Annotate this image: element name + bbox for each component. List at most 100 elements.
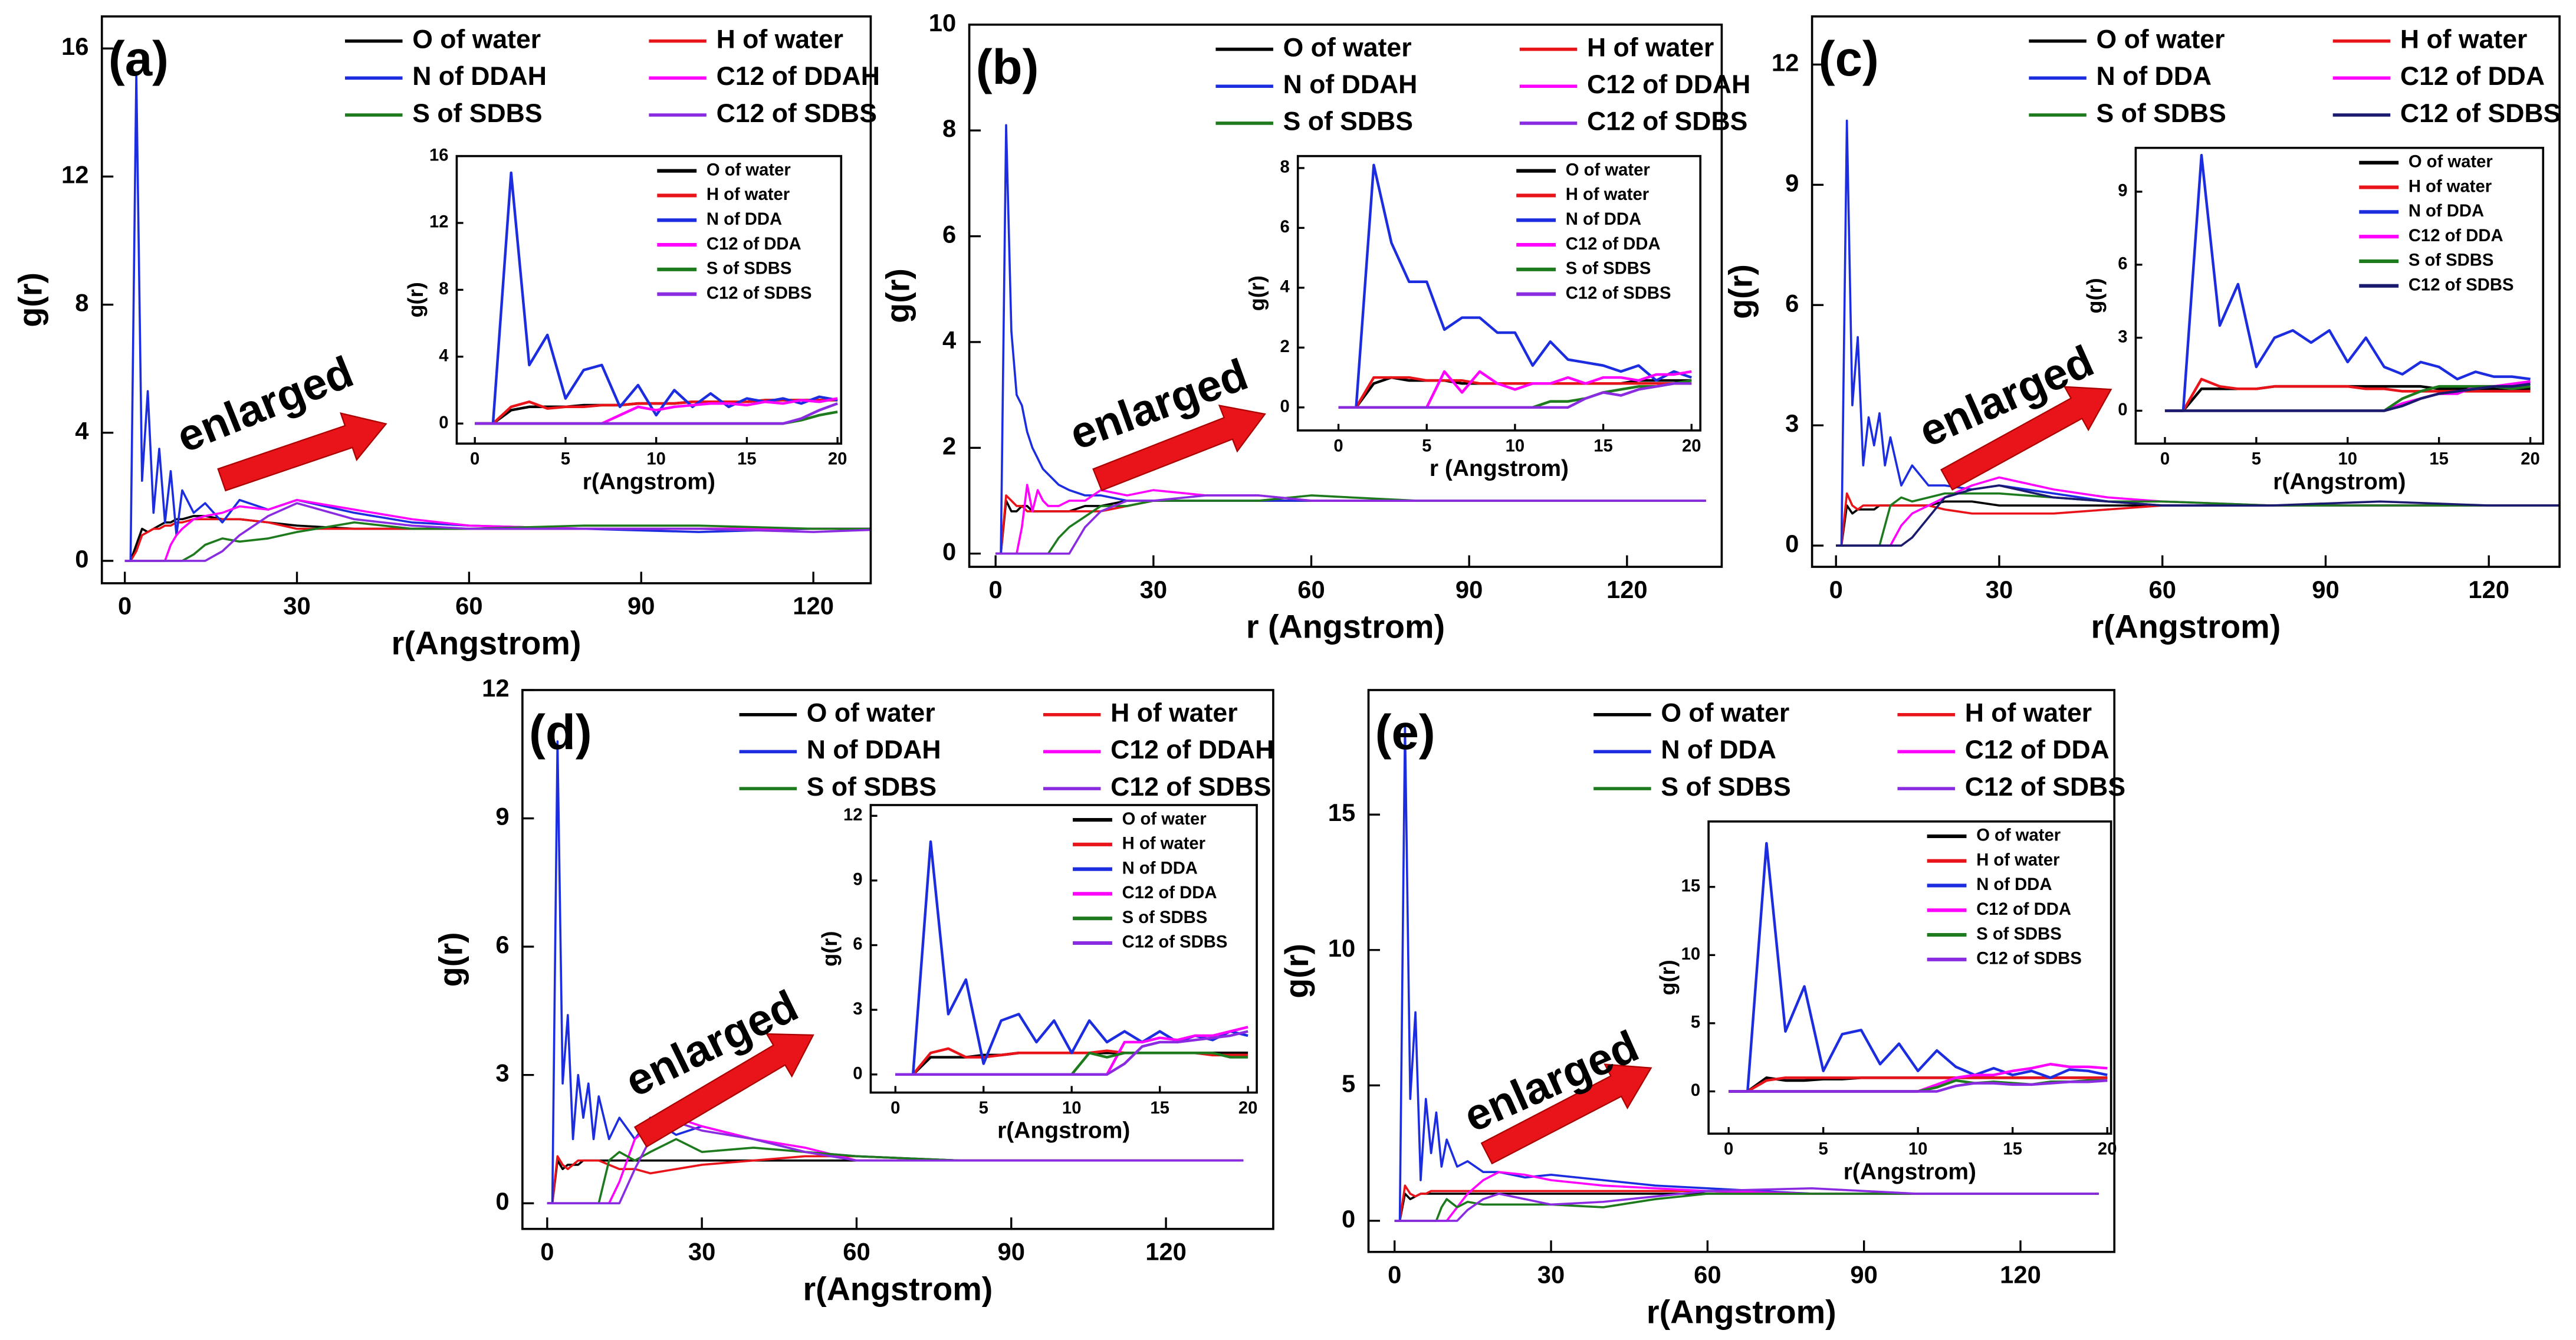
inset-plot: 0 5 10 15 20 0 4 8 12 16 r(Angstrom) g(r) O of water… <box>403 146 847 494</box>
y-axis-label: g(r) <box>879 268 916 323</box>
series-line <box>2164 377 2531 412</box>
series-line <box>475 402 838 425</box>
panel-label: (d) <box>529 704 592 760</box>
legend-label: C12 of SDBS <box>1122 933 1228 952</box>
legend-label: C12 of SDBS <box>717 99 877 128</box>
series-line <box>2164 382 2531 412</box>
legend-label: S of SDBS <box>1122 908 1208 927</box>
plot-frame <box>1811 15 2561 568</box>
legend-label: N of DDAH <box>1283 70 1418 99</box>
legend-label: N of DDA <box>1566 210 1641 229</box>
series-line <box>1729 1079 2108 1093</box>
y-tick-label: 0 <box>439 413 448 432</box>
x-axis-label: r(Angstrom) <box>1844 1159 1976 1184</box>
x-tick-label: 0 <box>470 450 479 469</box>
series-line <box>1729 842 2108 1093</box>
x-tick-label: 15 <box>2429 450 2449 469</box>
x-tick-label: 120 <box>1606 576 1648 603</box>
legend-label: H of water <box>1965 699 2092 728</box>
series-line <box>1394 1187 2099 1222</box>
legend-label: O of water <box>2097 25 2225 54</box>
series-line <box>475 171 838 425</box>
legend-label: C12 of DDA <box>2409 226 2503 245</box>
y-tick-label: 0 <box>1342 1205 1355 1233</box>
legend-label: C12 of DDAH <box>1110 735 1274 764</box>
x-tick-label: 0 <box>540 1238 554 1266</box>
x-axis-label: r(Angstrom) <box>997 1118 1130 1144</box>
series-line <box>547 1121 1244 1204</box>
y-tick-label: 8 <box>1280 158 1290 177</box>
legend-label: S of SDBS <box>1283 107 1413 136</box>
legend-label: H of water <box>1566 185 1649 204</box>
y-tick-label: 0 <box>942 538 956 566</box>
legend-label: H of water <box>2400 25 2527 54</box>
arrow <box>1480 1063 1652 1165</box>
panel-label: (e) <box>1375 704 1435 760</box>
y-tick-label: 10 <box>929 9 956 37</box>
x-tick-label: 30 <box>1140 576 1167 603</box>
y-tick-label: 6 <box>2118 255 2127 274</box>
y-tick-label: 16 <box>429 146 449 165</box>
x-tick-label: 15 <box>737 450 757 469</box>
x-tick-label: 5 <box>1422 436 1431 455</box>
legend-label: H of water <box>717 25 843 54</box>
legend-label: N of DDA <box>707 210 782 229</box>
legend-label: N of DDAH <box>807 735 941 764</box>
legend-label: C12 of DDAH <box>717 62 880 91</box>
plot-background <box>2135 147 2544 444</box>
x-tick-label: 60 <box>843 1238 870 1266</box>
y-tick-label: 10 <box>1681 945 1701 964</box>
plot-frame <box>2134 146 2545 445</box>
x-tick-label: 0 <box>1829 576 1843 603</box>
legend-label: S of SDBS <box>1976 925 2062 944</box>
x-axis-label: r(Angstrom) <box>2273 469 2406 494</box>
series-line <box>1338 376 1692 409</box>
legend-label: O of water <box>707 160 791 179</box>
legend-label: C12 of DDA <box>1965 735 2110 764</box>
legend-label: H of water <box>707 185 790 204</box>
y-tick-label: 12 <box>61 160 88 188</box>
x-axis-label: r (Angstrom) <box>1246 609 1445 645</box>
y-tick-label: 3 <box>495 1059 509 1087</box>
legend-label: H of water <box>1976 850 2059 869</box>
y-tick-label: 2 <box>1280 337 1290 356</box>
series-line <box>1394 724 2099 1222</box>
series-line <box>2164 153 2531 412</box>
series-line <box>895 1030 1248 1076</box>
legend-label: C12 of SDBS <box>1976 950 2082 968</box>
plot-frame <box>869 804 1258 1094</box>
x-tick-label: 20 <box>2521 450 2540 469</box>
x-tick-label: 60 <box>1694 1261 1721 1289</box>
legend-label: C12 of DDA <box>1976 900 2071 919</box>
x-tick-label: 15 <box>1150 1099 1169 1118</box>
legend-label: S of SDBS <box>2097 99 2226 128</box>
y-tick-label: 8 <box>439 280 448 298</box>
x-tick-label: 30 <box>688 1238 715 1266</box>
x-tick-label: 0 <box>1724 1140 1733 1159</box>
x-tick-label: 5 <box>2252 450 2261 469</box>
plot-frame <box>455 155 843 445</box>
y-tick-label: 8 <box>942 114 956 142</box>
y-axis-label: g(r) <box>433 932 469 987</box>
y-tick-label: 3 <box>853 1000 862 1019</box>
series-line <box>1338 163 1692 409</box>
y-tick-label: 15 <box>1328 799 1355 826</box>
y-tick-label: 0 <box>2118 400 2127 419</box>
legend-label: O of water <box>1661 699 1789 728</box>
legend-label: N of DDA <box>2409 202 2484 221</box>
x-tick-label: 90 <box>1455 576 1483 603</box>
y-tick-label: 9 <box>495 803 509 830</box>
x-tick-label: 30 <box>1986 576 2013 603</box>
y-tick-label: 4 <box>942 326 956 354</box>
legend-label: N of DDA <box>2097 62 2212 91</box>
plot-frame <box>521 689 1274 1230</box>
x-tick-label: 20 <box>1682 436 1701 455</box>
x-tick-label: 20 <box>828 450 847 469</box>
plot-frame <box>1367 689 2116 1253</box>
panel-label: (b) <box>976 39 1039 94</box>
legend-label: N of DDAH <box>412 62 547 91</box>
legend-label: O of water <box>1283 33 1412 62</box>
